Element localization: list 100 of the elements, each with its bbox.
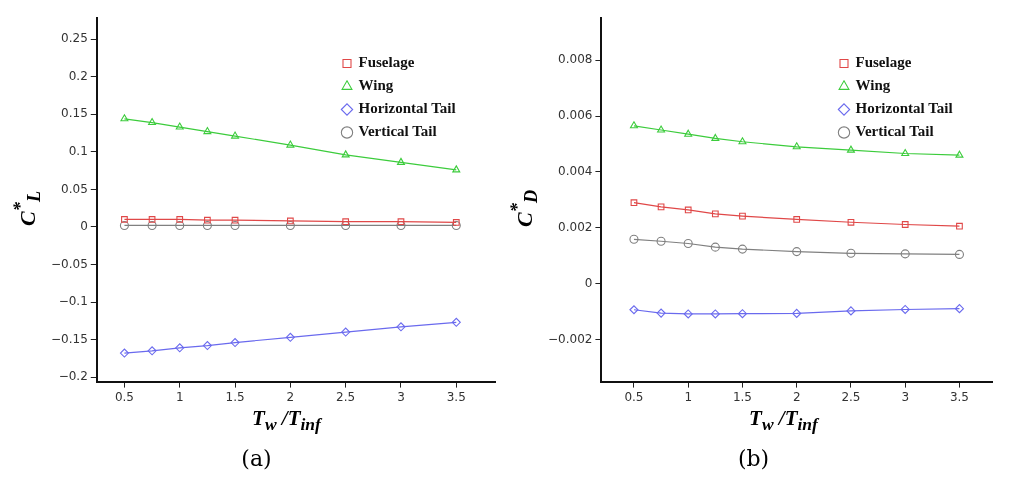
point — [900, 249, 910, 259]
x-tick-label: 2 — [286, 389, 295, 404]
point — [451, 317, 461, 327]
y-tick-label: 0 — [80, 219, 88, 234]
y-tick-label: −0.05 — [50, 256, 88, 271]
x-tick-label: 3.5 — [446, 389, 466, 404]
x-tick-label: 3 — [397, 389, 405, 404]
point — [629, 234, 639, 244]
point — [176, 216, 184, 223]
point — [203, 127, 212, 135]
point — [397, 218, 405, 226]
text: (a) — [240, 446, 273, 471]
y-tick-label: 0 — [584, 275, 593, 290]
point — [711, 133, 720, 141]
point — [956, 222, 963, 230]
point — [710, 242, 720, 252]
point — [341, 150, 350, 158]
y-tick-label: −0.2 — [58, 369, 88, 384]
point — [231, 131, 240, 139]
y-tick-label: −0.002 — [547, 331, 593, 346]
point — [451, 220, 461, 230]
point — [901, 148, 910, 157]
point — [341, 327, 351, 337]
y-tick-label: 0.002 — [558, 219, 593, 234]
x-tick-label: 2.5 — [841, 389, 861, 404]
point — [737, 309, 748, 319]
point — [792, 247, 802, 257]
y-tick-label: 0.25 — [61, 31, 88, 46]
point — [901, 221, 909, 228]
point — [204, 216, 211, 224]
point — [629, 305, 639, 315]
point — [396, 322, 406, 332]
legend-label: Vertical Tail — [855, 123, 934, 140]
y-tick-label: 0.1 — [68, 143, 88, 158]
point — [121, 216, 128, 223]
legend-label: Wing — [855, 77, 891, 94]
y-tick-label: 0.004 — [558, 164, 593, 179]
point — [148, 118, 157, 126]
point — [629, 121, 638, 129]
point — [231, 216, 239, 224]
point — [657, 203, 665, 211]
point — [955, 150, 964, 158]
point — [119, 348, 129, 358]
point — [286, 140, 295, 148]
x-tick-label: 3 — [901, 389, 910, 404]
x-tick-label: 0.5 — [114, 389, 134, 404]
y-tick-label: 0.008 — [558, 52, 593, 67]
point — [793, 216, 801, 223]
point — [452, 165, 461, 173]
point — [683, 238, 693, 249]
x-axis-title: T$_{w}$ /T$_{inf}$ — [748, 406, 821, 436]
point — [175, 220, 185, 230]
y-tick-label: −0.15 — [50, 331, 88, 346]
x-axis-title: T$_{w}$ /T$_{inf}$ — [251, 406, 324, 436]
point — [630, 199, 638, 207]
point — [147, 220, 157, 230]
point — [656, 236, 666, 246]
legend-label: Fuselage — [358, 54, 415, 71]
point — [792, 142, 801, 150]
point — [846, 145, 855, 153]
point — [452, 219, 460, 226]
point — [684, 129, 693, 137]
text: (b) — [736, 446, 771, 471]
point — [342, 218, 350, 226]
point — [710, 309, 720, 319]
point — [396, 157, 405, 165]
y-tick-label: 0.006 — [558, 108, 593, 123]
point — [119, 220, 129, 230]
legend-label: Fuselage — [855, 54, 912, 71]
point — [683, 309, 693, 319]
x-tick-label: 1 — [684, 389, 693, 404]
point — [148, 216, 156, 223]
point — [846, 306, 856, 316]
x-tick-label: 0.5 — [624, 389, 644, 404]
point — [739, 212, 746, 220]
point — [657, 125, 666, 133]
legend-label: Horizontal Tail — [855, 100, 953, 117]
point — [711, 210, 719, 218]
point — [175, 343, 185, 353]
point — [954, 304, 964, 314]
point — [792, 308, 802, 318]
point — [120, 114, 129, 122]
legend-label: Vertical Tail — [358, 123, 437, 140]
point — [656, 308, 666, 318]
point — [230, 338, 240, 348]
point — [900, 304, 910, 315]
y-tick-label: 0.15 — [61, 106, 88, 121]
y-tick-label: 0.2 — [68, 68, 88, 83]
point — [847, 218, 855, 226]
point — [202, 220, 212, 230]
x-tick-label: 3.5 — [949, 389, 969, 404]
legend-label: Horizontal Tail — [358, 100, 456, 117]
x-tick-label: 2 — [792, 389, 801, 404]
x-tick-label: 2.5 — [336, 389, 356, 404]
point — [202, 341, 212, 351]
x-tick-label: 1 — [175, 389, 184, 404]
point — [175, 122, 184, 130]
y-tick-label: 0.05 — [61, 181, 88, 196]
x-tick-label: 1.5 — [732, 389, 752, 404]
point — [737, 244, 748, 254]
